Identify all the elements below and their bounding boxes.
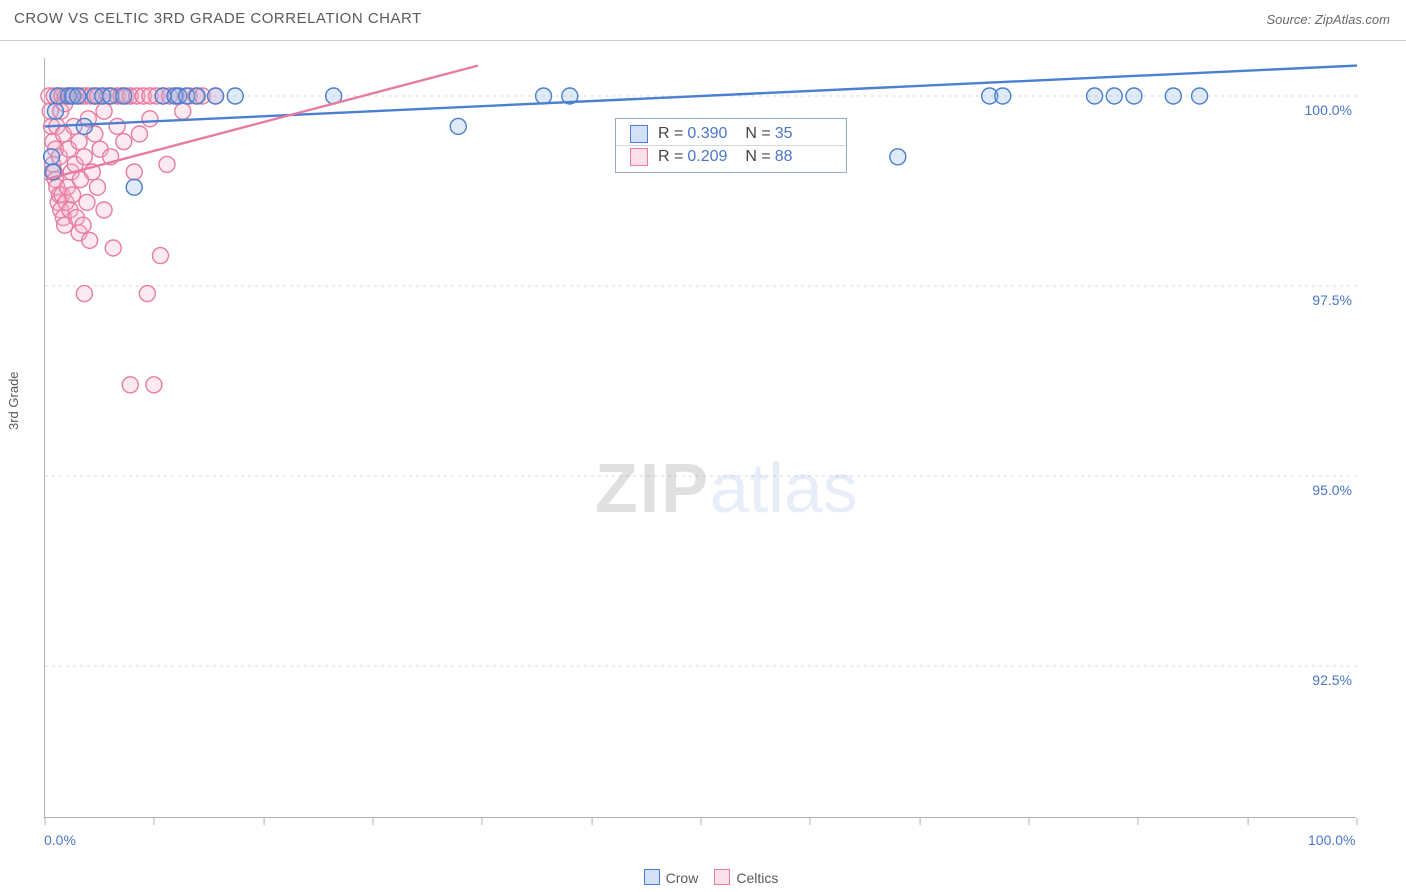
source-attribution: Source: ZipAtlas.com — [1266, 12, 1390, 27]
y-axis-label: 3rd Grade — [6, 371, 21, 430]
legend-series-name: Crow — [666, 870, 699, 886]
legend-swatch — [630, 148, 648, 166]
y-tick-label: 95.0% — [1296, 482, 1352, 498]
y-tick-label: 100.0% — [1296, 102, 1352, 118]
x-tick-label: 100.0% — [1308, 832, 1355, 848]
n-value: 88 — [775, 148, 793, 166]
correlation-legend: R = 0.390 N = 35 R = 0.209 N = 88 — [615, 118, 847, 173]
r-label: R = — [658, 125, 683, 143]
y-tick-label: 97.5% — [1296, 292, 1352, 308]
r-value: 0.209 — [687, 148, 727, 166]
chart-header: CROW VS CELTIC 3RD GRADE CORRELATION CHA… — [0, 0, 1406, 41]
scatter-plot: ZIPatlas R = 0.390N = 35R = 0.209N = 88 — [44, 58, 1356, 818]
chart-title: CROW VS CELTIC 3RD GRADE CORRELATION CHA… — [14, 10, 422, 27]
legend-row: R = 0.390 N = 35 — [616, 123, 846, 145]
source-prefix: Source: — [1266, 12, 1314, 27]
r-label: R = — [658, 148, 683, 166]
legend-row: R = 0.209 N = 88 — [616, 145, 846, 168]
legend-series-name: Celtics — [736, 870, 778, 886]
n-value: 35 — [775, 125, 793, 143]
legend-swatch — [644, 869, 660, 885]
x-tick-label: 0.0% — [44, 832, 76, 848]
source-name: ZipAtlas.com — [1315, 12, 1390, 27]
series-legend: Crow Celtics — [0, 869, 1406, 886]
n-label: N = — [745, 148, 770, 166]
r-value: 0.390 — [687, 125, 727, 143]
n-label: N = — [745, 125, 770, 143]
legend-swatch — [714, 869, 730, 885]
y-tick-label: 92.5% — [1296, 672, 1352, 688]
legend-swatch — [630, 125, 648, 143]
